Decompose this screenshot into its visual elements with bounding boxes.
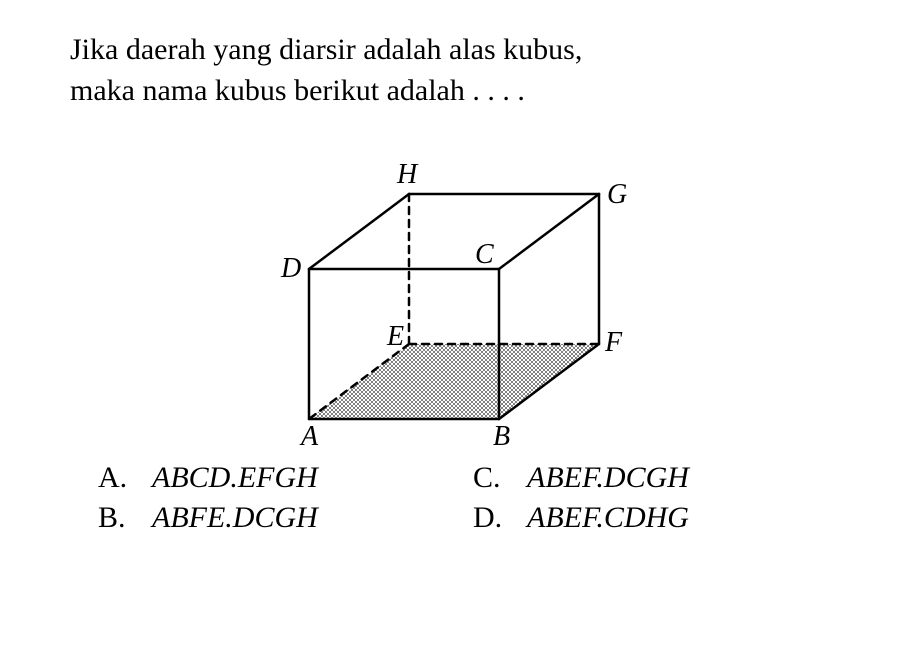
label-F: F <box>605 327 622 359</box>
choice-A-text: ABCD.EFGH <box>152 461 318 495</box>
label-E: E <box>387 321 404 353</box>
question-line-1: Jika daerah yang diarsir adalah alas kub… <box>70 33 582 66</box>
choice-D-text: ABEF.CDHG <box>527 501 689 535</box>
choice-B-text: ABFE.DCGH <box>152 501 318 535</box>
choice-B-letter: B. <box>98 501 130 535</box>
label-H: H <box>397 159 417 191</box>
cube-svg <box>239 129 659 449</box>
label-G: G <box>607 179 627 211</box>
choice-D-letter: D. <box>473 501 505 535</box>
cube-figure: H G D C E F A B <box>239 129 659 449</box>
choice-C: C. ABEF.DCGH <box>473 461 808 495</box>
question-text: Jika daerah yang diarsir adalah alas kub… <box>70 30 828 111</box>
choice-C-text: ABEF.DCGH <box>527 461 689 495</box>
choice-C-letter: C. <box>473 461 505 495</box>
choice-B: B. ABFE.DCGH <box>98 501 433 535</box>
label-C: C <box>475 239 494 271</box>
label-A: A <box>301 421 318 453</box>
choice-A: A. ABCD.EFGH <box>98 461 433 495</box>
question-line-2: maka nama kubus berikut adalah . . . . <box>70 74 525 107</box>
choice-A-letter: A. <box>98 461 130 495</box>
choice-D: D. ABEF.CDHG <box>473 501 808 535</box>
label-B: B <box>493 421 510 453</box>
figure-container: H G D C E F A B <box>70 129 828 449</box>
answer-choices: A. ABCD.EFGH C. ABEF.DCGH B. ABFE.DCGH D… <box>70 461 828 535</box>
label-D: D <box>281 253 301 285</box>
